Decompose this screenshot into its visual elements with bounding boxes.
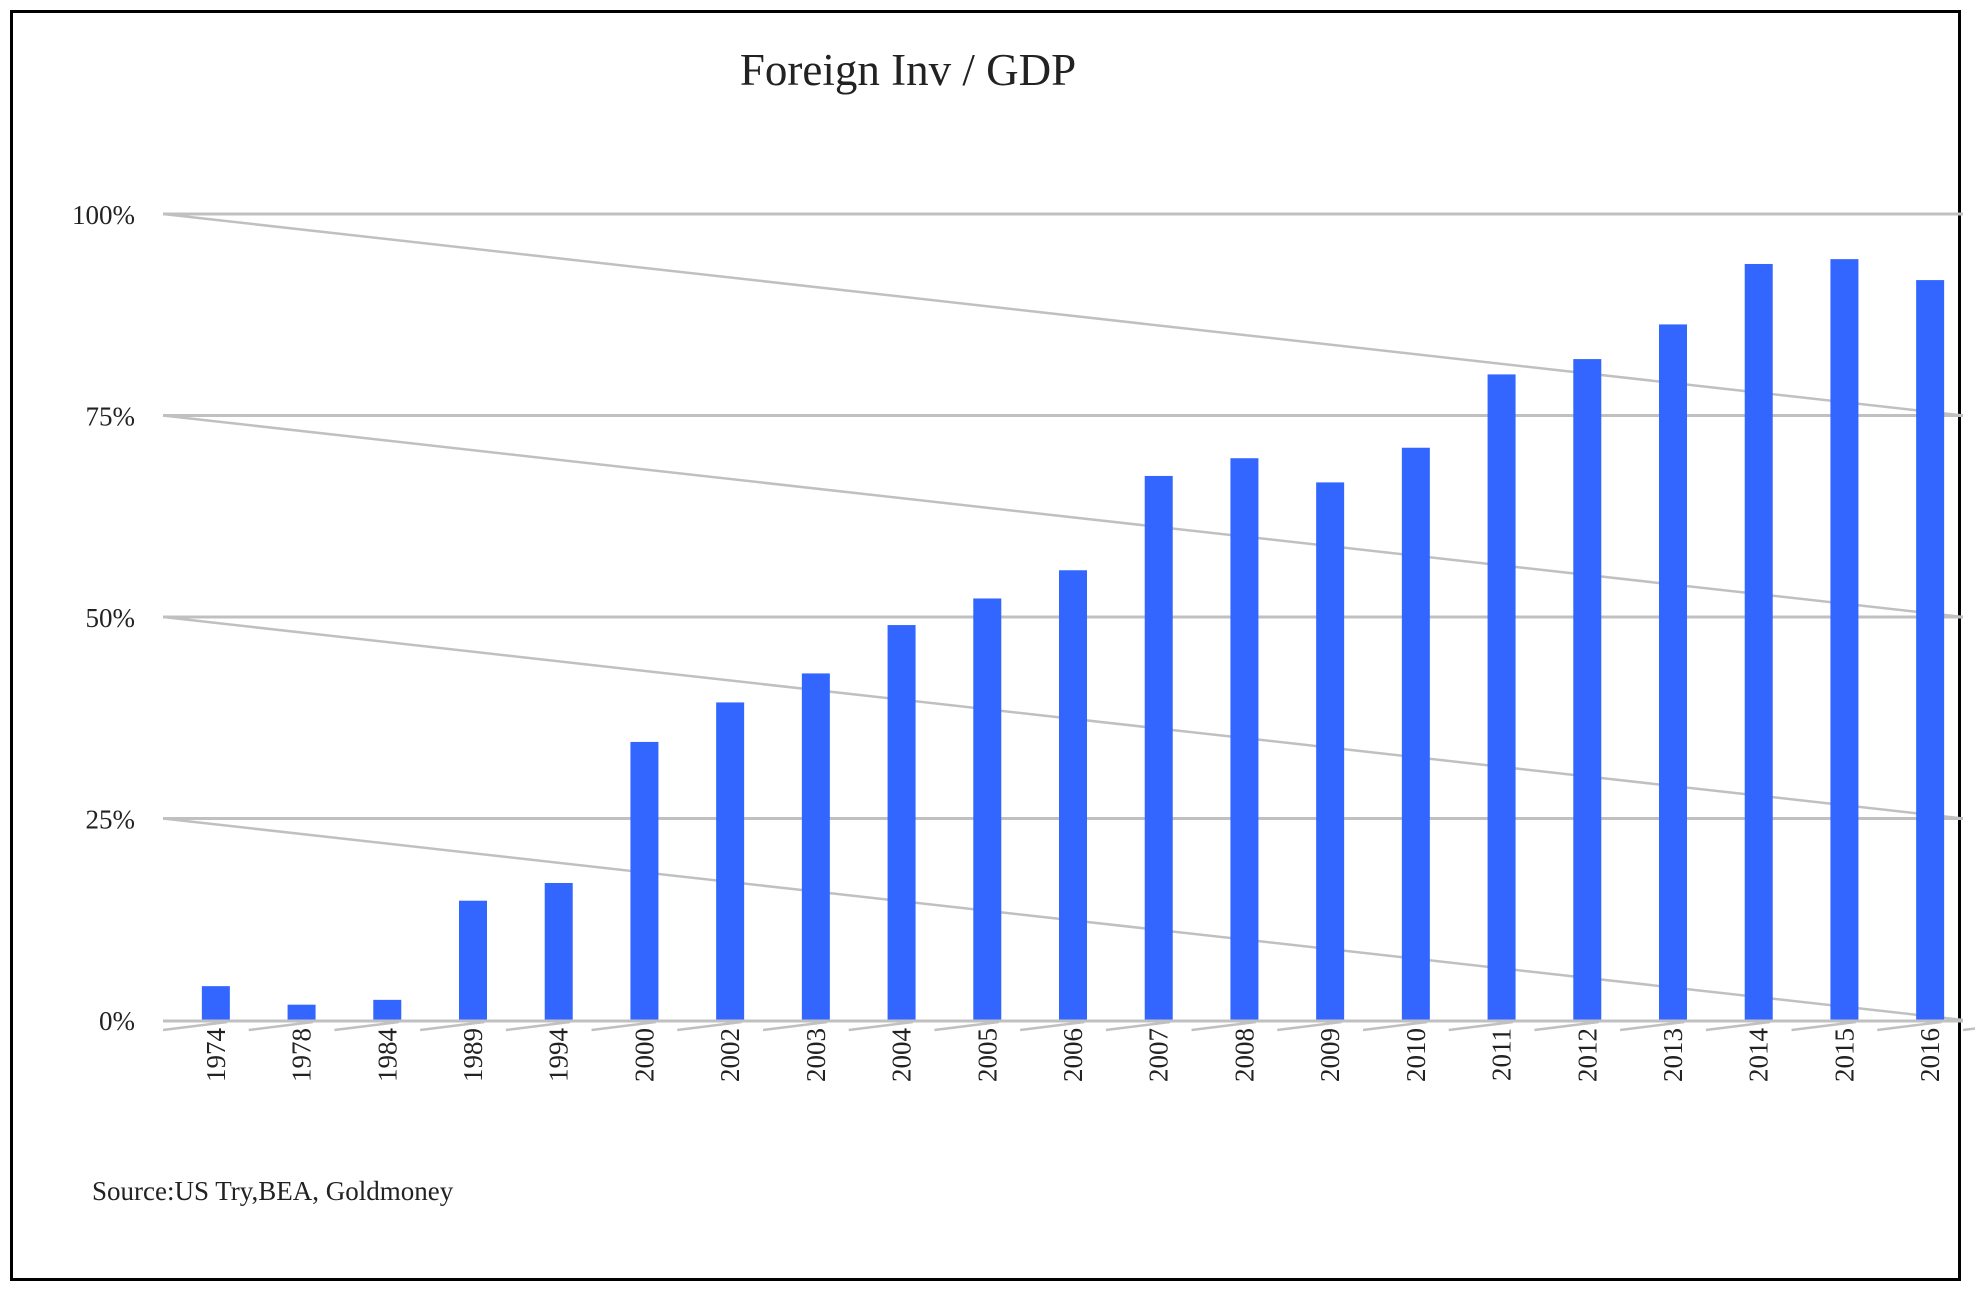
y-tick-label: 0% <box>99 1006 135 1036</box>
x-axis-segment <box>162 1020 228 1032</box>
y-tick-label: 75% <box>86 402 136 432</box>
x-tick-label: 2011 <box>1487 1028 1517 1081</box>
x-axis-segment <box>1277 1020 1342 1032</box>
x-axis-segment <box>1791 1020 1857 1032</box>
x-tick-label: 1978 <box>287 1028 317 1082</box>
bar <box>1744 263 1773 1020</box>
x-axis-segment <box>1019 1020 1085 1032</box>
x-axis-segment <box>1534 1020 1599 1032</box>
x-tick-label: 2005 <box>972 1028 1002 1082</box>
y-tick-label: 100% <box>72 200 135 230</box>
bar <box>973 598 1002 1020</box>
x-axis-segment <box>1705 1020 1771 1032</box>
x-tick-label: 2007 <box>1144 1028 1174 1082</box>
gridline-diagonal <box>162 212 1964 417</box>
x-axis <box>162 1019 1975 1032</box>
source-note: Source:US Try,BEA, Goldmoney <box>92 1176 454 1206</box>
bar <box>1487 374 1516 1020</box>
x-tick-label: 2014 <box>1744 1028 1774 1083</box>
bar <box>1401 447 1430 1020</box>
chart-title: Foreign Inv / GDP <box>740 45 1076 95</box>
y-tick-label: 25% <box>86 805 136 835</box>
x-axis-segment <box>1191 1020 1257 1032</box>
x-tick-labels: 1974 1978 1984 1989 1994 2000 2002 2003 2004 2005… <box>201 1028 1945 1083</box>
x-tick-label: 1989 <box>458 1028 488 1082</box>
x-tick-label: 2003 <box>801 1028 831 1082</box>
bars <box>201 259 1945 1021</box>
bar <box>1830 259 1859 1020</box>
bar <box>1059 570 1087 1020</box>
x-axis-segment <box>1448 1020 1514 1032</box>
x-axis-segment <box>848 1020 914 1032</box>
bar <box>1144 475 1173 1020</box>
x-axis-segment <box>934 1020 999 1032</box>
bar <box>287 1004 316 1020</box>
x-tick-label: 1974 <box>201 1028 231 1083</box>
x-axis-segment <box>762 1020 828 1032</box>
bar <box>1916 280 1945 1020</box>
x-tick-label: 2009 <box>1315 1028 1345 1082</box>
x-tick-label: 1984 <box>372 1028 402 1083</box>
bar <box>1230 458 1259 1020</box>
bar <box>544 882 573 1020</box>
x-tick-label: 2006 <box>1058 1028 1088 1082</box>
bar <box>801 673 830 1020</box>
x-tick-label: 2016 <box>1915 1028 1945 1082</box>
bar <box>887 625 916 1020</box>
x-axis-segment <box>1962 1027 1975 1032</box>
bar <box>373 999 402 1020</box>
x-axis-segment <box>591 1020 657 1032</box>
y-tick-labels: 0% 25% 50% 75% 100% <box>72 200 135 1036</box>
x-tick-label: 2010 <box>1401 1028 1431 1082</box>
x-axis-segment <box>1362 1020 1428 1032</box>
bar <box>1316 482 1345 1020</box>
x-tick-label: 2012 <box>1572 1028 1602 1082</box>
x-tick-label: 2008 <box>1229 1028 1259 1082</box>
x-axis-segment <box>505 1020 571 1032</box>
x-axis-segment <box>419 1020 485 1032</box>
x-axis-segment <box>1877 1020 1942 1032</box>
bar <box>201 986 230 1020</box>
x-tick-label: 1994 <box>544 1028 574 1083</box>
x-axis-segment <box>248 1020 314 1032</box>
x-axis-segment <box>677 1020 742 1032</box>
bar <box>1573 359 1602 1021</box>
bar <box>716 702 745 1020</box>
y-tick-label: 50% <box>86 603 136 633</box>
x-axis-segment <box>1105 1020 1171 1032</box>
bar <box>459 900 487 1020</box>
x-tick-label: 2013 <box>1658 1028 1688 1082</box>
x-tick-label: 2002 <box>715 1028 745 1082</box>
x-tick-label: 2004 <box>887 1028 917 1083</box>
bar <box>630 741 659 1020</box>
x-axis-segment <box>334 1020 399 1032</box>
x-axis-segment <box>1619 1020 1685 1032</box>
bar <box>1659 324 1687 1020</box>
x-tick-label: 2000 <box>629 1028 659 1082</box>
x-tick-label: 2015 <box>1829 1028 1859 1082</box>
